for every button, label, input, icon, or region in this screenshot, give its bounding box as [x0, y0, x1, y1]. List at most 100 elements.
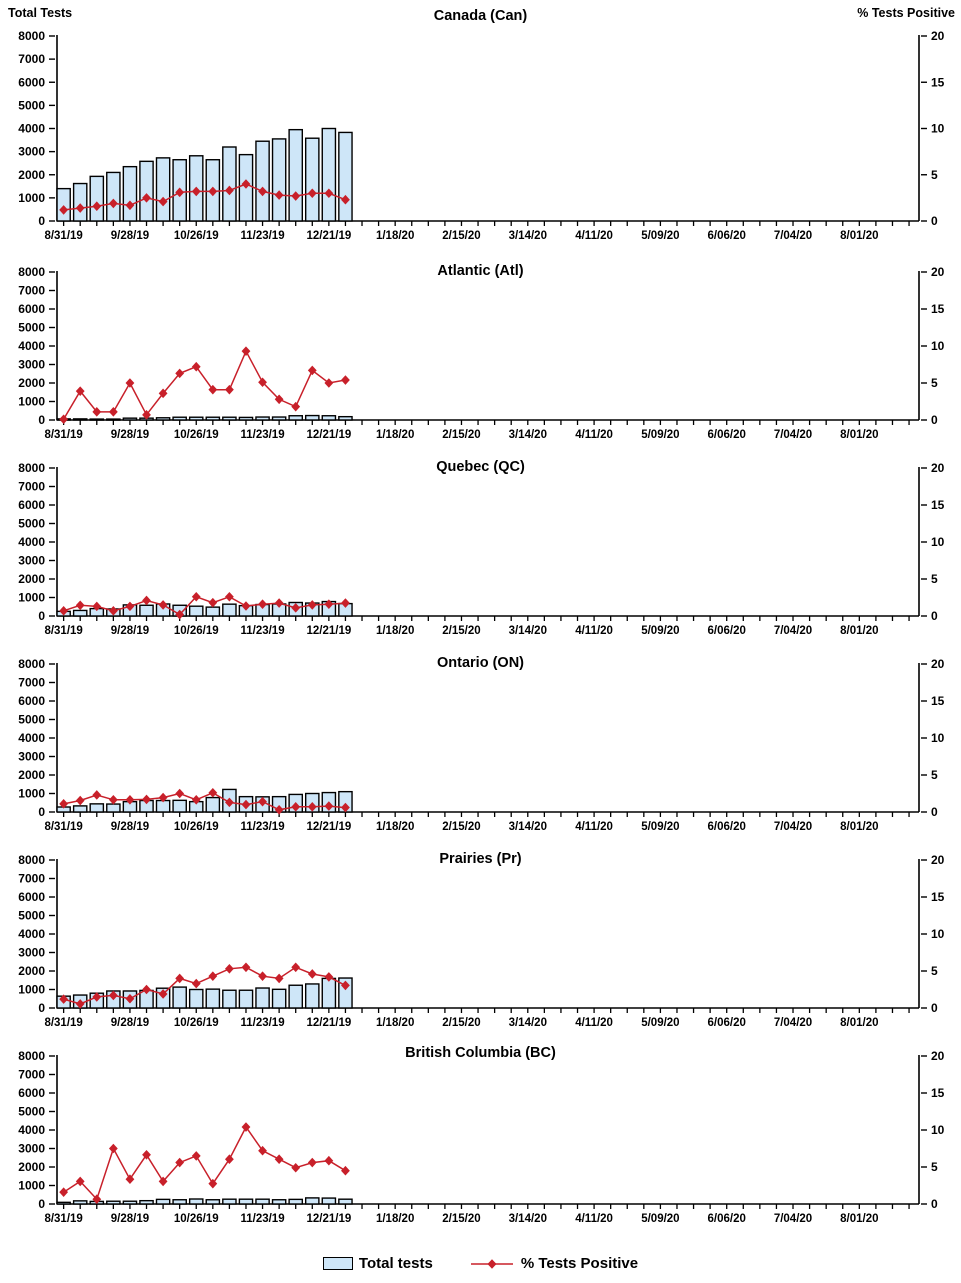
svg-text:9/28/19: 9/28/19	[111, 429, 149, 441]
svg-text:4000: 4000	[18, 339, 45, 353]
svg-text:8/01/20: 8/01/20	[840, 821, 878, 833]
svg-text:0: 0	[931, 1001, 938, 1015]
svg-text:1/18/20: 1/18/20	[376, 625, 414, 637]
chart-canvas-prairies: 0 1000 2000 3000 4000 5000 6000 7000 8000 0 5 10 15 2…	[18, 853, 945, 1029]
svg-text:11/23/19: 11/23/19	[240, 625, 284, 637]
svg-text:10/26/19: 10/26/19	[174, 821, 219, 833]
svg-text:2000: 2000	[18, 768, 45, 782]
svg-text:20: 20	[931, 265, 945, 279]
svg-text:3000: 3000	[18, 750, 45, 764]
svg-text:11/23/19: 11/23/19	[240, 821, 284, 833]
svg-text:10: 10	[931, 122, 945, 136]
chart-canvas-ontario: 0 1000 2000 3000 4000 5000 6000 7000 8000 0 5 10 15 2…	[18, 657, 945, 833]
svg-text:2000: 2000	[18, 964, 45, 978]
svg-text:6000: 6000	[18, 890, 45, 904]
svg-text:0: 0	[931, 609, 938, 623]
chart-section-canada: Total Tests Canada (Can) % Tests Positiv…	[0, 0, 961, 256]
svg-text:6000: 6000	[18, 498, 45, 512]
svg-text:15: 15	[931, 75, 945, 89]
svg-text:10: 10	[931, 731, 945, 745]
svg-text:2/15/20: 2/15/20	[442, 1213, 480, 1225]
legend-item-total-tests: Total tests	[322, 1255, 433, 1272]
svg-text:8000: 8000	[18, 461, 45, 475]
svg-text:8/01/20: 8/01/20	[840, 1017, 878, 1029]
svg-text:8/01/20: 8/01/20	[840, 625, 878, 637]
svg-text:9/28/19: 9/28/19	[111, 1213, 149, 1225]
svg-text:4000: 4000	[18, 927, 45, 941]
svg-text:4000: 4000	[18, 535, 45, 549]
svg-text:1000: 1000	[18, 1179, 45, 1193]
svg-text:5: 5	[931, 964, 938, 978]
svg-text:4/11/20: 4/11/20	[575, 1213, 613, 1225]
chart-canvas-atlantic: 0 1000 2000 3000 4000 5000 6000 7000 8000 0 5 10 15 2…	[18, 265, 945, 441]
svg-text:10/26/19: 10/26/19	[174, 1213, 219, 1225]
svg-text:3/14/20: 3/14/20	[509, 1213, 547, 1225]
svg-text:9/28/19: 9/28/19	[111, 821, 149, 833]
svg-text:4/11/20: 4/11/20	[575, 429, 613, 441]
svg-text:7/04/20: 7/04/20	[774, 625, 812, 637]
svg-text:2000: 2000	[18, 572, 45, 586]
svg-text:12/21/19: 12/21/19	[306, 821, 351, 833]
legend: Total tests % Tests Positive	[0, 1244, 961, 1283]
svg-text:5: 5	[931, 768, 938, 782]
svg-text:3000: 3000	[18, 358, 45, 372]
svg-text:9/28/19: 9/28/19	[111, 625, 149, 637]
svg-text:12/21/19: 12/21/19	[306, 1017, 351, 1029]
svg-text:4/11/20: 4/11/20	[575, 821, 613, 833]
svg-text:15: 15	[931, 890, 945, 904]
svg-text:10/26/19: 10/26/19	[174, 429, 219, 441]
svg-text:5000: 5000	[18, 713, 45, 727]
pct-positive-line-icon	[470, 1258, 513, 1269]
svg-text:10/26/19: 10/26/19	[174, 1017, 219, 1029]
svg-text:7/04/20: 7/04/20	[774, 1017, 812, 1029]
svg-text:3000: 3000	[18, 145, 45, 159]
svg-text:15: 15	[931, 694, 945, 708]
chart-section-atlantic: Atlantic (Atl) 0 1000 2000 3000 4000 5000 6000…	[0, 256, 961, 452]
svg-text:10: 10	[931, 339, 945, 353]
svg-text:0: 0	[38, 609, 45, 623]
svg-text:7000: 7000	[18, 52, 45, 66]
svg-text:5/09/20: 5/09/20	[641, 1017, 679, 1029]
svg-text:11/23/19: 11/23/19	[240, 429, 284, 441]
svg-text:8000: 8000	[18, 1049, 45, 1063]
svg-text:8000: 8000	[18, 265, 45, 279]
svg-text:5/09/20: 5/09/20	[641, 821, 679, 833]
svg-text:4000: 4000	[18, 122, 45, 136]
svg-text:4000: 4000	[18, 731, 45, 745]
svg-text:8/31/19: 8/31/19	[44, 230, 82, 242]
svg-text:5000: 5000	[18, 98, 45, 112]
right-axis-title: % Tests Positive	[857, 6, 955, 20]
svg-text:5000: 5000	[18, 909, 45, 923]
svg-text:20: 20	[931, 461, 945, 475]
svg-text:8/31/19: 8/31/19	[44, 1017, 82, 1029]
left-axis-title: Total Tests	[8, 6, 73, 20]
svg-text:1000: 1000	[18, 983, 45, 997]
svg-text:7/04/20: 7/04/20	[774, 429, 812, 441]
svg-text:20: 20	[931, 29, 945, 43]
svg-text:3/14/20: 3/14/20	[509, 821, 547, 833]
svg-text:5: 5	[931, 572, 938, 586]
chart-section-prairies: Prairies (Pr) 0 1000 2000 3000 4000 5000 6000 7…	[0, 844, 961, 1040]
svg-text:3/14/20: 3/14/20	[509, 429, 547, 441]
svg-text:9/28/19: 9/28/19	[111, 1017, 149, 1029]
svg-text:8/01/20: 8/01/20	[840, 1213, 878, 1225]
svg-text:4/11/20: 4/11/20	[575, 1017, 613, 1029]
chart-title-ontario: Ontario (ON)	[437, 655, 524, 671]
svg-text:12/21/19: 12/21/19	[306, 429, 351, 441]
svg-text:5: 5	[931, 376, 938, 390]
svg-text:20: 20	[931, 853, 945, 867]
total-tests-swatch-icon	[322, 1257, 353, 1270]
legend-pct-positive-label: % Tests Positive	[520, 1255, 639, 1272]
svg-text:0: 0	[38, 1197, 45, 1211]
svg-text:2/15/20: 2/15/20	[442, 625, 480, 637]
svg-text:7/04/20: 7/04/20	[774, 1213, 812, 1225]
svg-text:0: 0	[931, 214, 938, 228]
svg-text:4/11/20: 4/11/20	[575, 625, 613, 637]
svg-text:20: 20	[931, 657, 945, 671]
svg-text:10: 10	[931, 1123, 945, 1137]
svg-text:7/04/20: 7/04/20	[774, 821, 812, 833]
svg-text:3/14/20: 3/14/20	[509, 1017, 547, 1029]
svg-text:6/06/20: 6/06/20	[708, 1017, 746, 1029]
svg-text:8000: 8000	[18, 853, 45, 867]
svg-text:5: 5	[931, 1160, 938, 1174]
